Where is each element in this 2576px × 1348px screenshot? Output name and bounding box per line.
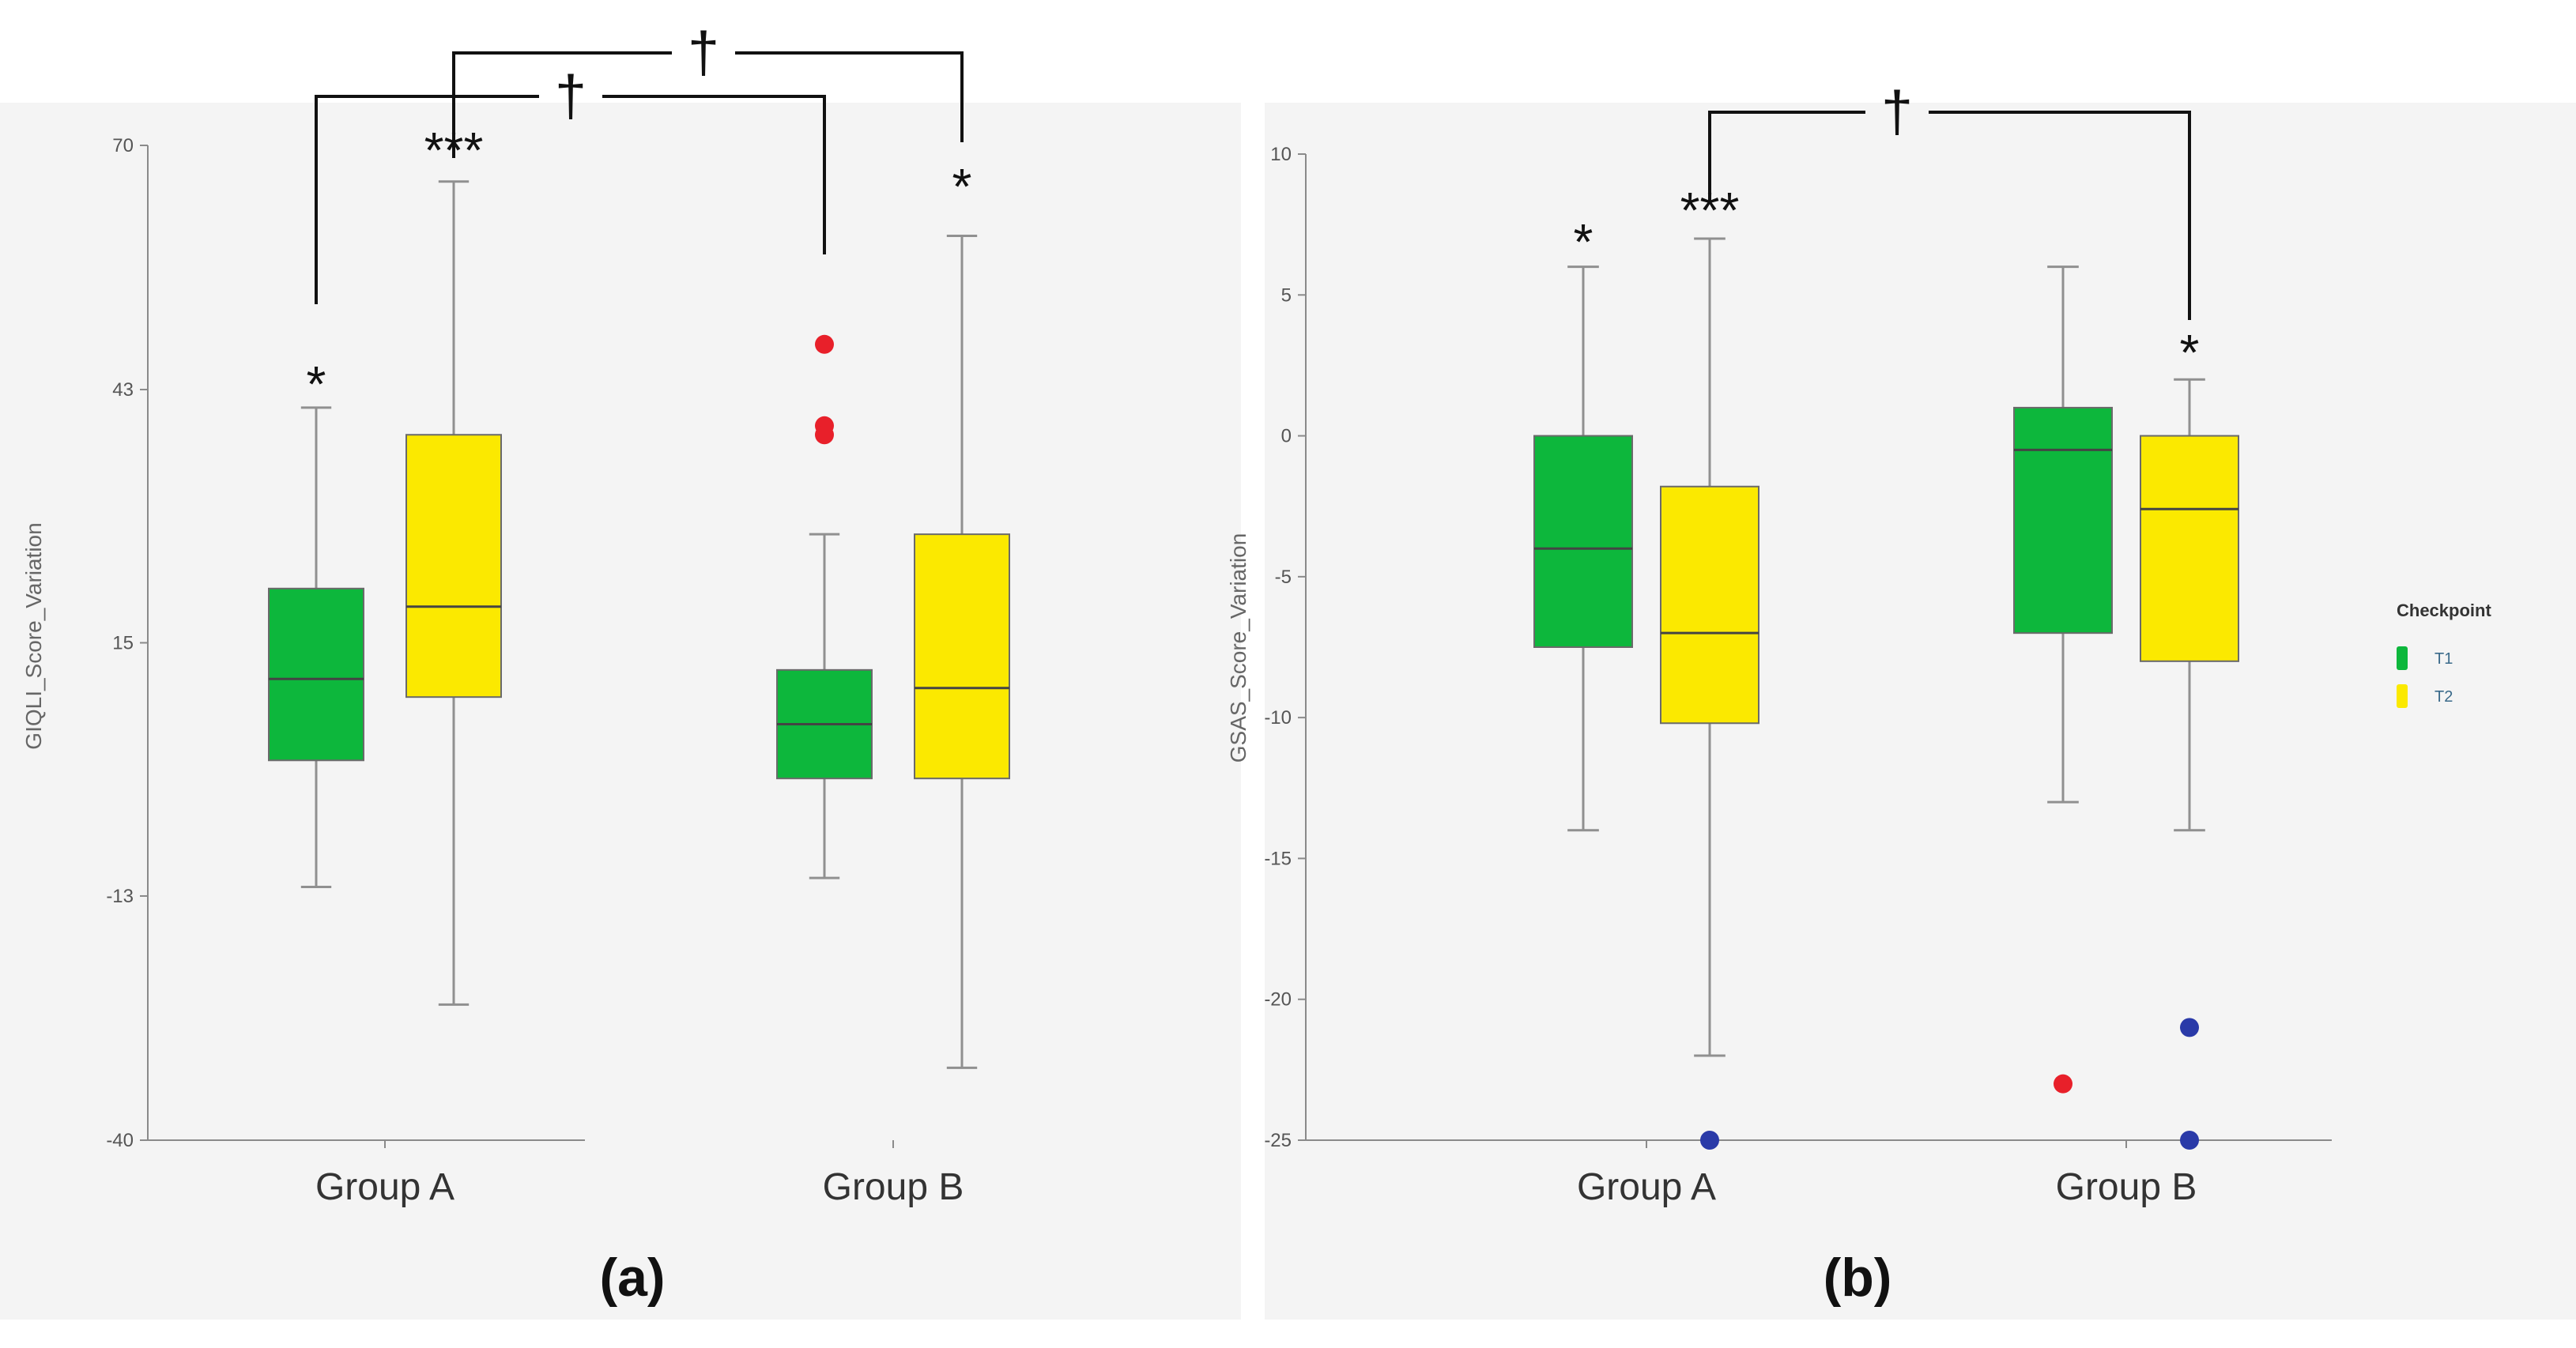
- b-y-tick-label: 0: [1281, 426, 1292, 447]
- b-y-tick-label: -5: [1275, 567, 1292, 588]
- outlier-point: [2180, 1131, 2199, 1150]
- iqr-box: [405, 434, 502, 698]
- panel-a-background: [0, 103, 1241, 1320]
- iqr-box: [2140, 435, 2239, 662]
- outlier-point: [815, 334, 834, 354]
- iqr-box: [914, 533, 1010, 780]
- bracket-right-arm: [735, 51, 964, 142]
- a-box-t1-group-b: [776, 334, 873, 879]
- a-box-t2-group-b: [914, 234, 1010, 1069]
- outlier-point: [815, 425, 834, 445]
- a-box-t1-group-a: [268, 406, 364, 889]
- a-comparison-bracket: †: [315, 65, 826, 304]
- b-y-tick-label: -20: [1264, 989, 1292, 1011]
- bracket-dagger: †: [1881, 81, 1913, 144]
- legend-label-t1: T1: [2435, 650, 2453, 668]
- b-box-t1-group-a: [1533, 265, 1633, 832]
- bracket-dagger: †: [688, 21, 719, 85]
- a-box-t2-group-a: [405, 180, 502, 1006]
- b-x-tick-label: Group A: [1577, 1166, 1716, 1208]
- legend-label-t2: T2: [2435, 688, 2453, 706]
- bracket-right-arm: [602, 95, 826, 254]
- panel-b-label: (b): [1824, 1248, 1892, 1308]
- b-y-tick-label: 10: [1270, 144, 1292, 165]
- a-y-tick-label: 70: [112, 135, 134, 156]
- bracket-left-arm: [452, 51, 672, 158]
- b-y-tick-label: -10: [1264, 707, 1292, 729]
- b-box-t2-group-b: [2140, 378, 2239, 1150]
- a-significance-star: *: [952, 158, 972, 215]
- iqr-box: [1660, 485, 1759, 725]
- outlier-point: [2180, 1018, 2199, 1037]
- b-comparison-bracket: †: [1708, 81, 2191, 320]
- iqr-box: [1533, 435, 1633, 648]
- b-box-t1-group-b: [2013, 265, 2113, 1094]
- bracket-left-arm: [315, 95, 539, 304]
- b-x-tick-label: Group B: [2056, 1166, 2197, 1208]
- outlier-point: [2054, 1074, 2072, 1094]
- a-x-tick-label: Group B: [823, 1166, 964, 1208]
- b-significance-star: *: [2180, 324, 2200, 381]
- a-y-tick-label: -13: [106, 886, 134, 907]
- b-significance-star: *: [1574, 213, 1593, 270]
- legend: Checkpoint T1 T2: [2397, 601, 2491, 708]
- panel-b-ylabel: GSAS_Score_Variation: [1226, 533, 1250, 763]
- bracket-left-arm: [1708, 111, 1865, 201]
- a-y-tick-label: -40: [106, 1130, 134, 1151]
- outlier-point: [1700, 1131, 1719, 1150]
- b-y-tick-label: 5: [1281, 284, 1292, 306]
- a-x-tick-label: Group A: [315, 1166, 454, 1208]
- a-significance-star: *: [307, 356, 326, 412]
- legend-swatch-t2: [2397, 684, 2408, 708]
- bracket-right-arm: [1929, 111, 2191, 320]
- panel-a-ylabel: GIQLI_Score_Variation: [21, 522, 46, 749]
- b-y-tick-label: -25: [1264, 1130, 1292, 1151]
- a-comparison-bracket: †: [452, 21, 964, 158]
- b-y-tick-label: -15: [1264, 848, 1292, 869]
- iqr-box: [268, 587, 364, 762]
- panel-a-label: (a): [599, 1248, 665, 1308]
- bracket-dagger: †: [555, 65, 586, 128]
- b-box-t2-group-a: [1660, 237, 1759, 1150]
- a-y-tick-label: 15: [112, 633, 134, 654]
- a-y-tick-label: 43: [112, 379, 134, 401]
- iqr-box: [2013, 406, 2113, 634]
- legend-title: Checkpoint: [2397, 601, 2491, 620]
- panel-b-background: [1265, 103, 2576, 1320]
- legend-swatch-t1: [2397, 646, 2408, 670]
